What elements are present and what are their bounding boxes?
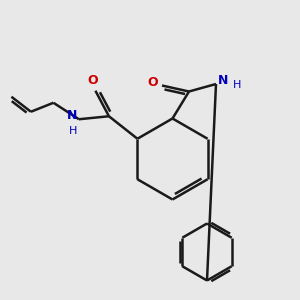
Text: H: H bbox=[69, 126, 77, 136]
Text: N: N bbox=[218, 74, 228, 87]
Text: N: N bbox=[67, 109, 77, 122]
Text: H: H bbox=[232, 80, 241, 91]
Text: O: O bbox=[147, 76, 158, 89]
Text: O: O bbox=[87, 74, 98, 87]
